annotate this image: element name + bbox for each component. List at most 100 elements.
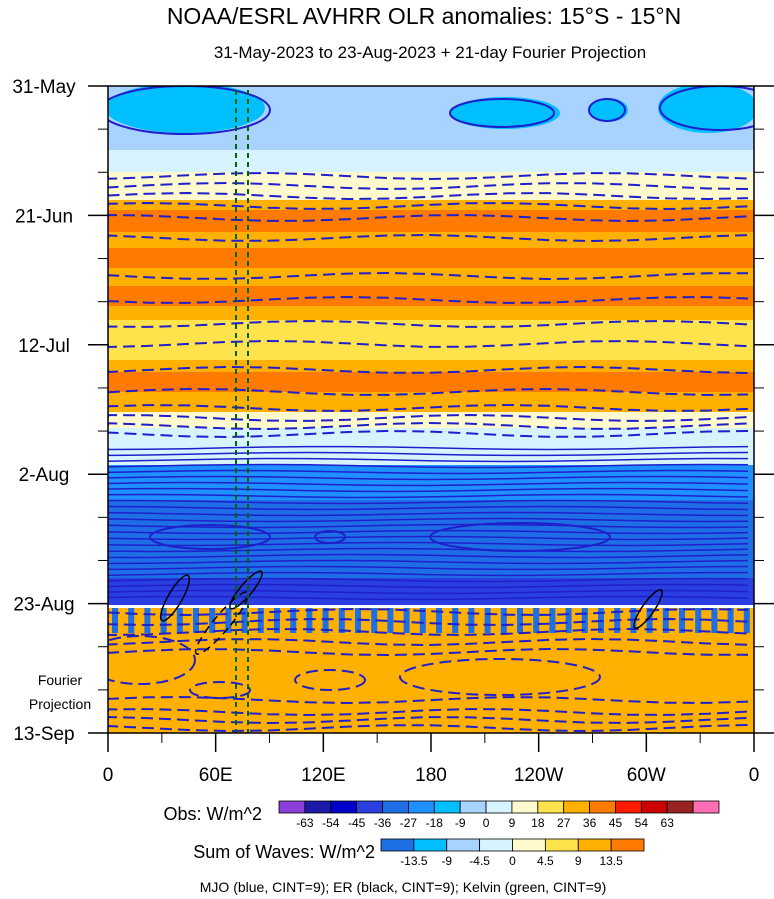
mjo-contour-dashed — [108, 339, 749, 349]
y-tick-label: 12-Jul — [18, 336, 70, 357]
waves-colorbar-label: Sum of Waves: W/m^2 — [193, 842, 375, 862]
mjo-contour-dashed — [108, 387, 749, 397]
mjo-contour-dashed — [108, 429, 749, 439]
obs-colorbar-swatch — [304, 800, 332, 814]
obs-colorbar-tick: 0 — [483, 816, 490, 830]
obs-colorbar-swatch — [356, 800, 383, 814]
chart-title: NOAA/ESRL AVHRR OLR anomalies: 15°S - 15… — [167, 3, 681, 29]
obs-colorbar-swatch — [485, 800, 513, 814]
x-tick-label: 60W — [627, 765, 666, 786]
anomaly-lane — [108, 372, 754, 392]
mjo-contour-dashed — [108, 715, 749, 725]
projection-transition-stripe — [565, 607, 572, 633]
er-contours — [159, 570, 663, 655]
fourier-label-1: Fourier — [38, 672, 83, 688]
projection-transition-stripe — [144, 607, 151, 633]
x-tick-label: 0 — [103, 765, 114, 786]
projection-transition-stripe — [711, 607, 718, 633]
mjo-contour-solid — [108, 499, 749, 505]
x-axis: 0 60E 120E 180 120W 60W 0 — [103, 733, 760, 786]
kelvin-contours — [235, 90, 249, 733]
obs-colorbar-tick: -45 — [348, 816, 366, 830]
mjo-contour-solid — [108, 463, 749, 469]
x-tick-label: 0 — [749, 765, 760, 786]
projection-transition-stripe — [403, 607, 410, 633]
mjo-contour-dashed — [108, 181, 749, 191]
mjo-contour-solid — [108, 559, 749, 565]
projection-transition-stripe — [549, 607, 556, 633]
mjo-closed-contour — [449, 98, 555, 128]
mjo-contour-solid — [108, 445, 749, 451]
projection-transition-stripe — [743, 607, 750, 633]
anomaly-lane — [108, 512, 754, 520]
waves-colorbar-tick: 13.5 — [599, 854, 623, 868]
obs-colorbar-swatch — [692, 800, 720, 814]
waves-colorbar-swatch — [380, 838, 415, 852]
mjo-contour-solid — [108, 517, 749, 523]
mjo-contour-dashed — [108, 295, 749, 304]
mjo-contour-dashed — [108, 696, 749, 705]
waves-colorbar-tick: 9 — [575, 854, 582, 868]
mjo-contour-dashed — [108, 637, 749, 647]
mjo-contour-solid — [108, 511, 749, 517]
mjo-contour-dashed — [108, 365, 749, 374]
projection-transition-stripe — [128, 607, 135, 633]
waves-colorbar-tick: 4.5 — [537, 854, 554, 868]
projection-transition-stripe — [112, 607, 118, 633]
projection-transition-stripe — [727, 607, 734, 633]
waves-colorbar-tick: -9 — [441, 854, 452, 868]
obs-colorbar-tick: -54 — [322, 816, 340, 830]
obs-colorbar-tick: -63 — [296, 816, 314, 830]
projection-transition-stripe — [419, 607, 426, 633]
er-contour — [633, 589, 663, 629]
obs-colorbar-swatch — [615, 800, 642, 814]
mjo-contour-dashed — [108, 627, 749, 637]
negative-anomaly-blob — [108, 86, 265, 133]
obs-colorbar-swatch — [511, 800, 539, 814]
projection-transition-stripe — [500, 607, 507, 633]
x-tick-label: 180 — [415, 765, 447, 786]
mjo-contour-dashed — [108, 413, 749, 422]
projection-transition-stripe — [176, 607, 183, 633]
mjo-contour-dashed — [108, 271, 748, 281]
anomaly-band — [108, 158, 754, 172]
projection-transition-stripe — [193, 607, 199, 633]
projection-transition-stripe — [517, 607, 523, 633]
obs-colorbar-swatch — [408, 800, 435, 814]
mjo-closed-contour — [588, 98, 626, 122]
projection-transition-stripe — [436, 607, 442, 633]
obs-colorbar-tick: 36 — [583, 816, 597, 830]
projection-transition-stripe — [387, 607, 394, 633]
obs-colorbar-label: Obs: W/m^2 — [164, 804, 262, 824]
projection-transition-stripe — [160, 607, 167, 633]
projection-transition-stripe — [533, 607, 540, 633]
negative-anomaly-blob — [658, 86, 754, 133]
anomaly-band — [108, 428, 754, 445]
obs-colorbar-swatch — [640, 800, 668, 814]
mjo-contour-solid — [108, 541, 749, 547]
waves-colorbar-swatch — [610, 838, 645, 852]
waves-colorbar: -13.5 -9 -4.5 0 4.5 9 13.5 — [380, 838, 645, 868]
er-contour-dashed — [194, 591, 250, 655]
waves-colorbar-swatch — [479, 838, 513, 852]
fourier-label-2: Projection — [29, 696, 91, 712]
projection-transition-stripe — [695, 607, 702, 633]
mjo-contour-dashed — [108, 213, 749, 223]
projection-transition-stripe — [209, 607, 216, 633]
mjo-contour-solid — [108, 577, 749, 583]
projection-boundary — [108, 605, 754, 608]
mjo-contour-solid — [108, 547, 749, 553]
mjo-contours — [108, 86, 754, 733]
mjo-contour-solid — [108, 595, 749, 601]
chart-subtitle: 31-May-2023 to 23-Aug-2023 + 21-day Four… — [214, 43, 646, 62]
mjo-contour-dashed — [108, 607, 749, 617]
waves-colorbar-tick: 0 — [509, 854, 516, 868]
obs-colorbar-tick: 9 — [509, 816, 516, 830]
projection-transition-stripe — [484, 607, 491, 633]
mjo-contour-solid — [108, 553, 749, 559]
projection-transition-stripe — [468, 607, 475, 633]
mjo-contour-solid — [108, 589, 749, 595]
mjo-contour-dashed — [108, 201, 749, 211]
projection-transition-stripe — [241, 607, 248, 633]
